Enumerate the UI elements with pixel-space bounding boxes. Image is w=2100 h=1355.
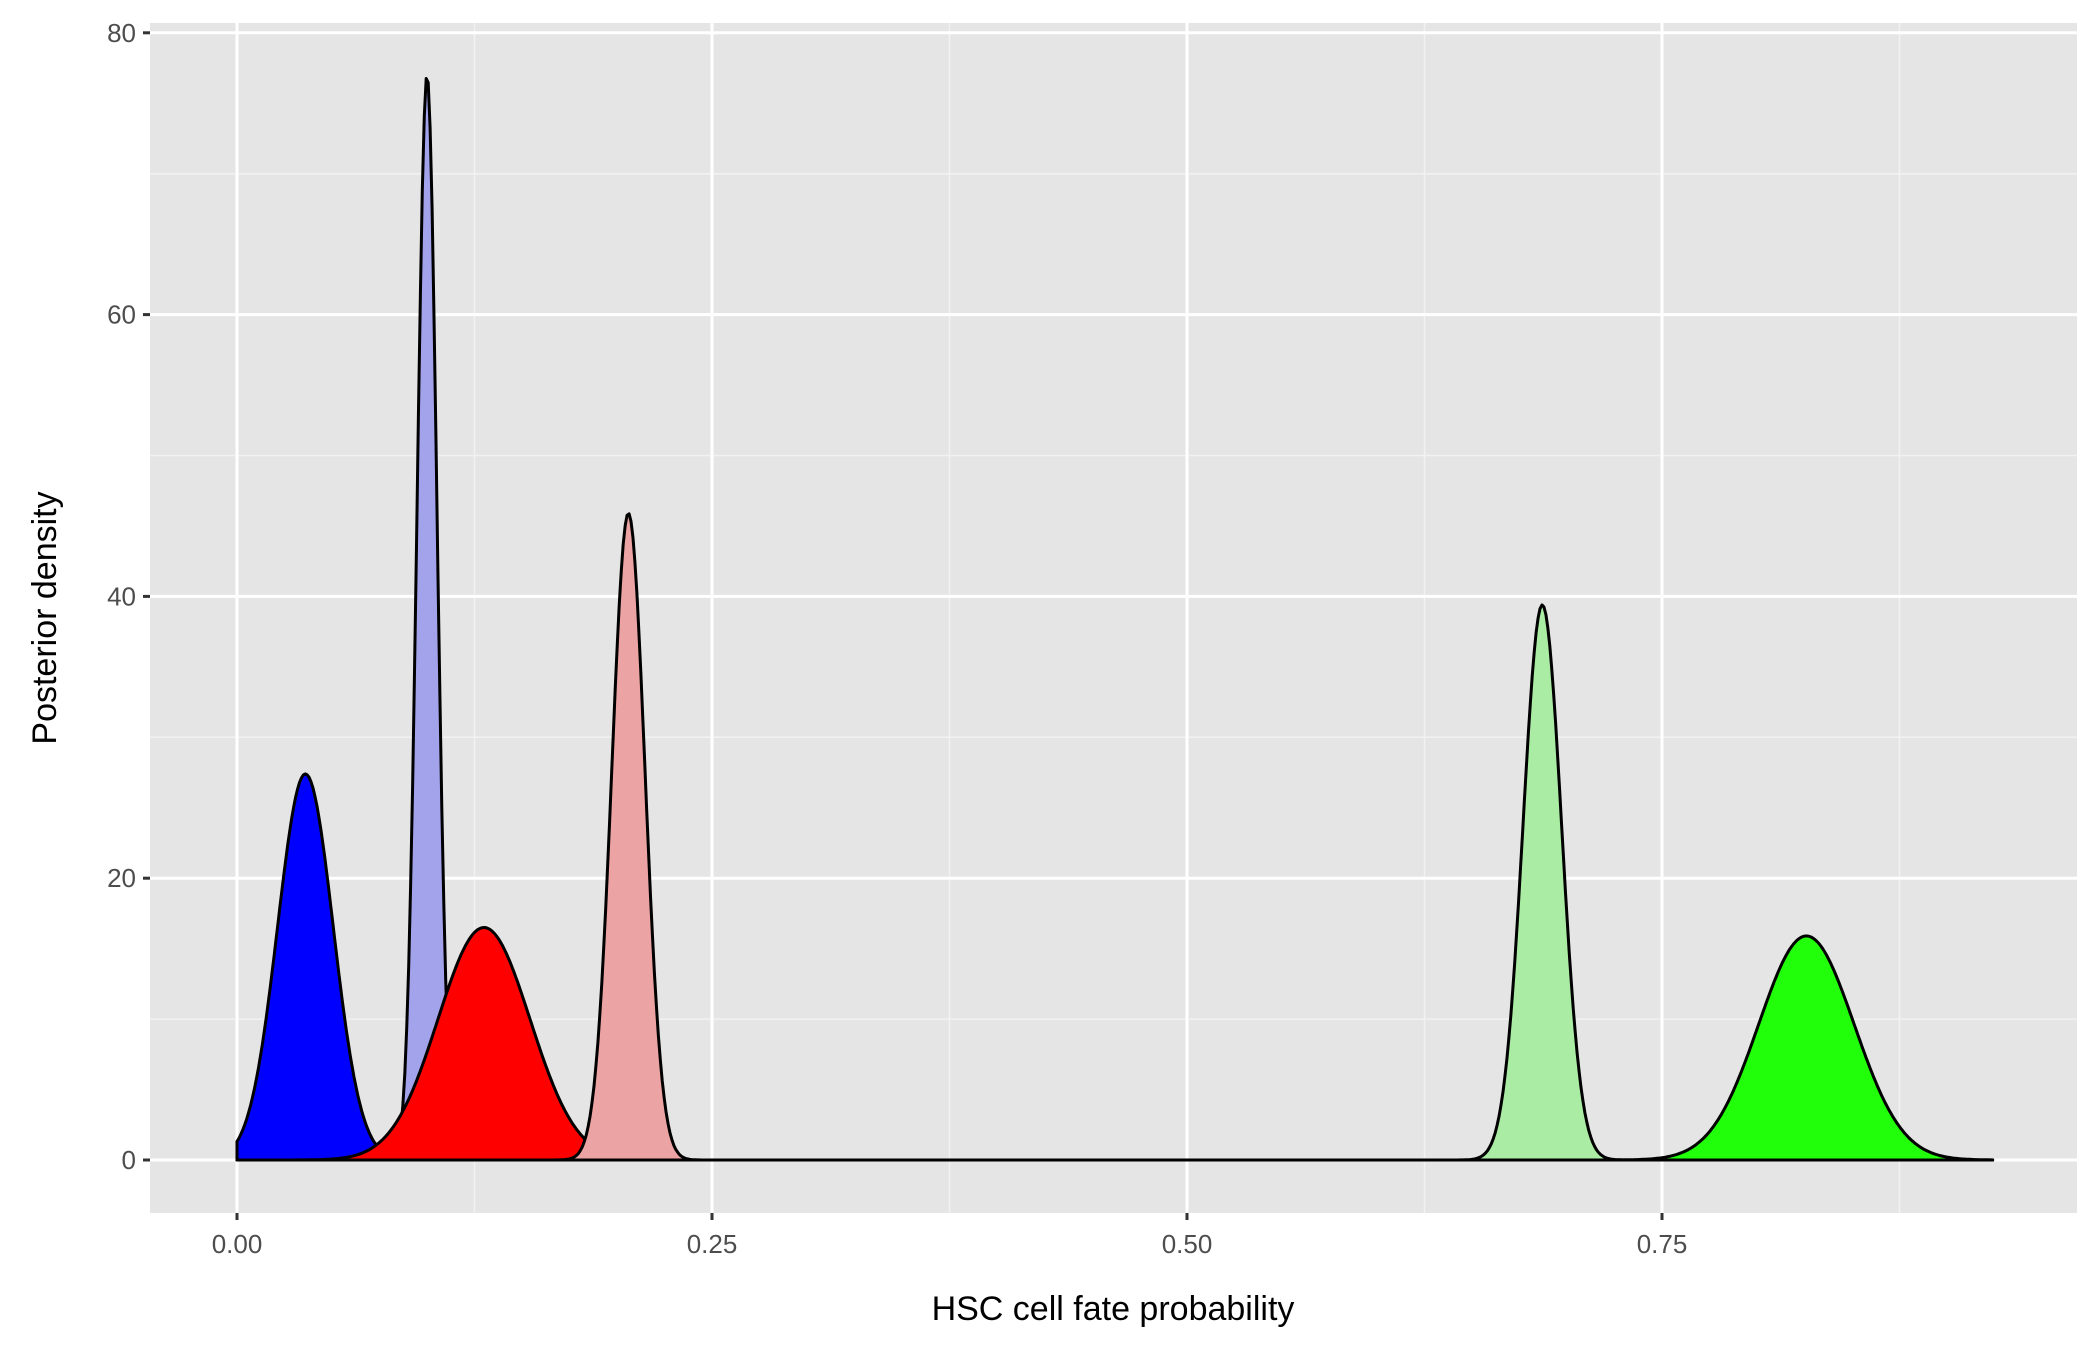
x-tick-label: 0.50 xyxy=(1162,1229,1213,1259)
y-tick-label: 80 xyxy=(107,18,136,48)
minor-gridlines xyxy=(150,23,2077,1213)
y-tick-label: 0 xyxy=(122,1145,136,1175)
density-green xyxy=(235,934,1995,1162)
y-tick-label: 20 xyxy=(107,863,136,893)
x-axis-title: HSC cell fate probability xyxy=(932,1290,1295,1328)
x-tick-label: 0.75 xyxy=(1637,1229,1688,1259)
x-axis: 0.00 0.25 0.50 0.75 xyxy=(212,1213,1688,1259)
y-axis-title: Posterior density xyxy=(26,491,64,744)
y-tick-label: 40 xyxy=(107,581,136,611)
major-gridlines xyxy=(150,23,2077,1213)
x-tick-label: 0.25 xyxy=(687,1229,738,1259)
x-tick-label: 0.00 xyxy=(212,1229,263,1259)
y-tick-label: 60 xyxy=(107,300,136,330)
y-axis: 0 20 40 60 80 xyxy=(107,18,150,1175)
density-curves xyxy=(235,77,1995,1162)
